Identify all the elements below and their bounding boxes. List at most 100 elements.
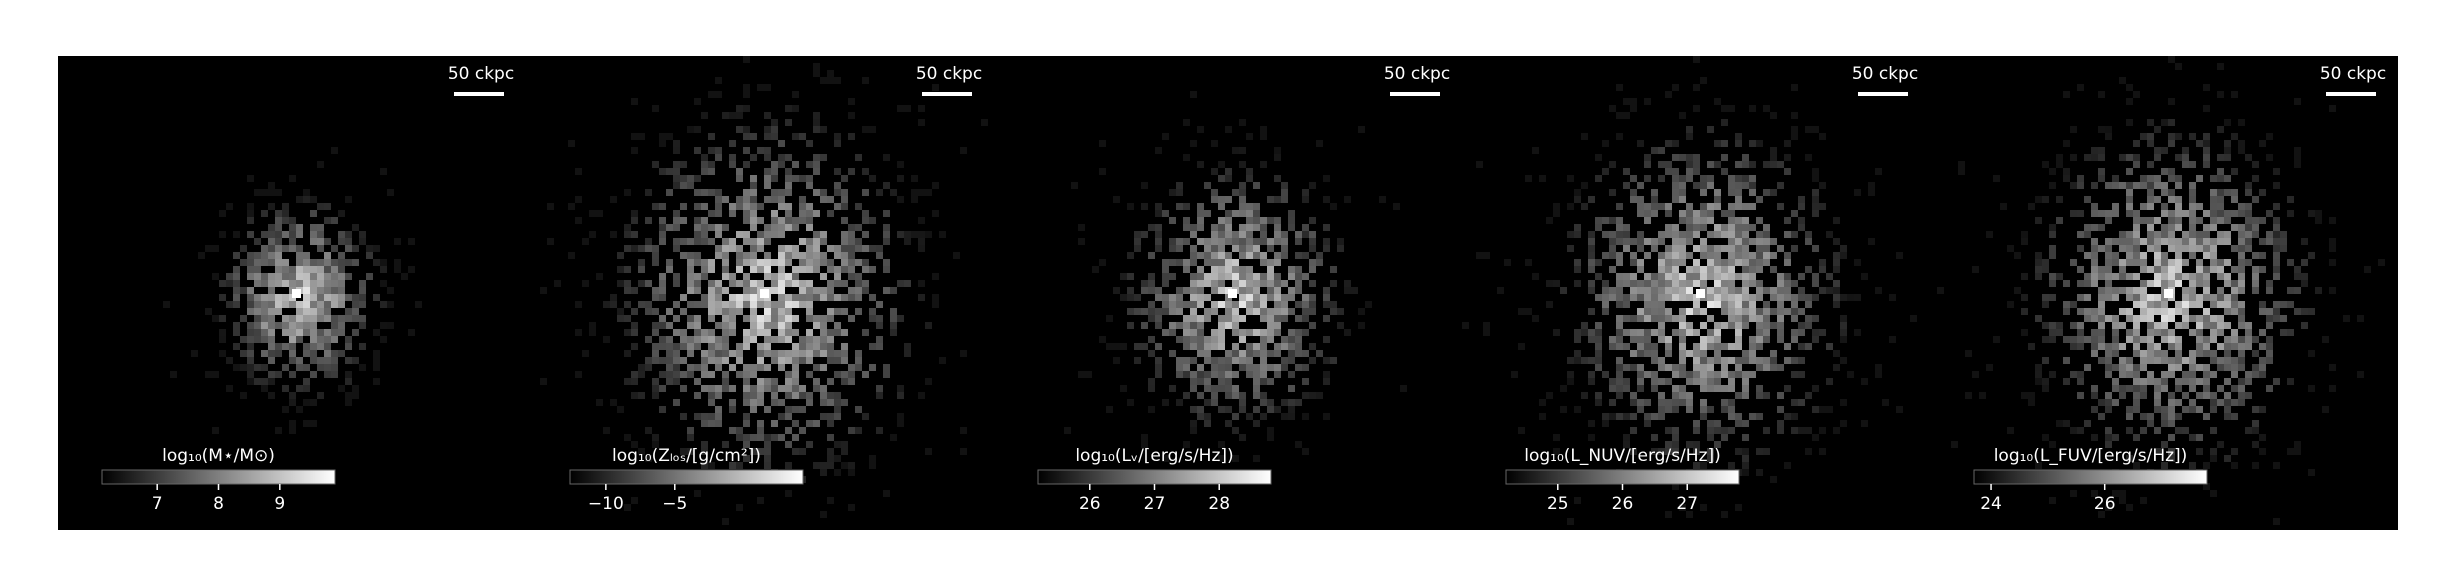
pixel: [1197, 350, 1204, 357]
pixel: [1560, 385, 1567, 392]
pixel: [785, 217, 792, 224]
pixel: [694, 224, 701, 231]
pixel: [848, 133, 855, 140]
pixel: [2154, 294, 2161, 301]
pixel: [1763, 448, 1770, 455]
pixel: [1190, 273, 1197, 280]
pixel: [1707, 273, 1714, 280]
pixel: [1840, 399, 1847, 406]
pixel: [778, 161, 785, 168]
pixel: [827, 448, 834, 455]
pixel: [1274, 406, 1281, 413]
pixel: [247, 378, 254, 385]
pixel: [1770, 476, 1777, 483]
pixel: [2098, 224, 2105, 231]
pixel: [1686, 280, 1693, 287]
pixel: [2287, 259, 2294, 266]
pixel: [820, 238, 827, 245]
pixel: [1714, 294, 1721, 301]
pixel: [1204, 378, 1211, 385]
pixel: [771, 399, 778, 406]
pixel: [1721, 294, 1728, 301]
pixel: [1588, 357, 1595, 364]
pixel: [1882, 399, 1889, 406]
pixel: [890, 315, 897, 322]
pixel: [708, 91, 715, 98]
pixel: [666, 357, 673, 364]
pixel: [1539, 399, 1546, 406]
pixel: [373, 294, 380, 301]
pixel: [324, 217, 331, 224]
pixel: [2126, 98, 2133, 105]
pixel: [2175, 350, 2182, 357]
pixel: [1749, 161, 1756, 168]
pixel: [310, 196, 317, 203]
pixel: [233, 252, 240, 259]
pixel: [268, 371, 275, 378]
pixel: [687, 315, 694, 322]
pixel: [303, 329, 310, 336]
pixel: [317, 238, 324, 245]
pixel: [1616, 294, 1623, 301]
pixel: [841, 280, 848, 287]
pixel: [2056, 154, 2063, 161]
pixel: [1239, 315, 1246, 322]
pixel: [1260, 308, 1267, 315]
pixel: [2217, 294, 2224, 301]
pixel: [1616, 84, 1623, 91]
pixel: [771, 133, 778, 140]
pixel: [1134, 238, 1141, 245]
pixel: [785, 413, 792, 420]
pixel: [1253, 252, 1260, 259]
pixel: [212, 273, 219, 280]
pixel: [1616, 343, 1623, 350]
pixel: [1693, 231, 1700, 238]
pixel: [2357, 371, 2364, 378]
pixel: [869, 315, 876, 322]
pixel: [1581, 392, 1588, 399]
pixel: [1260, 357, 1267, 364]
pixel: [869, 343, 876, 350]
pixel: [345, 343, 352, 350]
pixel: [1344, 280, 1351, 287]
pixel: [1127, 308, 1134, 315]
pixel: [275, 189, 282, 196]
pixel: [1700, 238, 1707, 245]
pixel: [806, 182, 813, 189]
pixel: [289, 427, 296, 434]
pixel: [1749, 294, 1756, 301]
pixel: [1616, 378, 1623, 385]
pixel: [247, 343, 254, 350]
pixel: [1700, 322, 1707, 329]
pixel: [813, 266, 820, 273]
pixel: [694, 280, 701, 287]
pixel: [701, 420, 708, 427]
pixel: [729, 154, 736, 161]
pixel: [247, 329, 254, 336]
pixel: [694, 364, 701, 371]
pixel: [659, 231, 666, 238]
pixel: [1665, 280, 1672, 287]
pixel: [834, 245, 841, 252]
pixel: [687, 301, 694, 308]
pixel: [659, 217, 666, 224]
pixel: [1784, 413, 1791, 420]
pixel: [1602, 413, 1609, 420]
pixel: [1672, 448, 1679, 455]
pixel: [1267, 406, 1274, 413]
pixel: [750, 399, 757, 406]
pixel: [247, 322, 254, 329]
pixel: [841, 217, 848, 224]
pixel: [2161, 441, 2168, 448]
pixel: [1833, 364, 1840, 371]
pixel: [1253, 217, 1260, 224]
pixel: [743, 315, 750, 322]
pixel: [1176, 203, 1183, 210]
pixel: [1700, 210, 1707, 217]
pixel: [1791, 210, 1798, 217]
pixel: [771, 392, 778, 399]
pixel: [911, 189, 918, 196]
pixel: [2077, 175, 2084, 182]
pixel: [785, 245, 792, 252]
pixel: [1826, 406, 1833, 413]
